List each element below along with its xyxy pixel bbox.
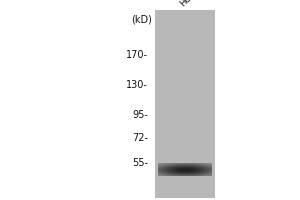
Text: 72-: 72- <box>132 133 148 143</box>
Text: 95-: 95- <box>132 110 148 120</box>
Text: 170-: 170- <box>126 50 148 60</box>
Text: HuvEc: HuvEc <box>178 0 204 8</box>
Text: (kD): (kD) <box>131 15 152 25</box>
Text: 130-: 130- <box>126 80 148 90</box>
Text: 55-: 55- <box>132 158 148 168</box>
